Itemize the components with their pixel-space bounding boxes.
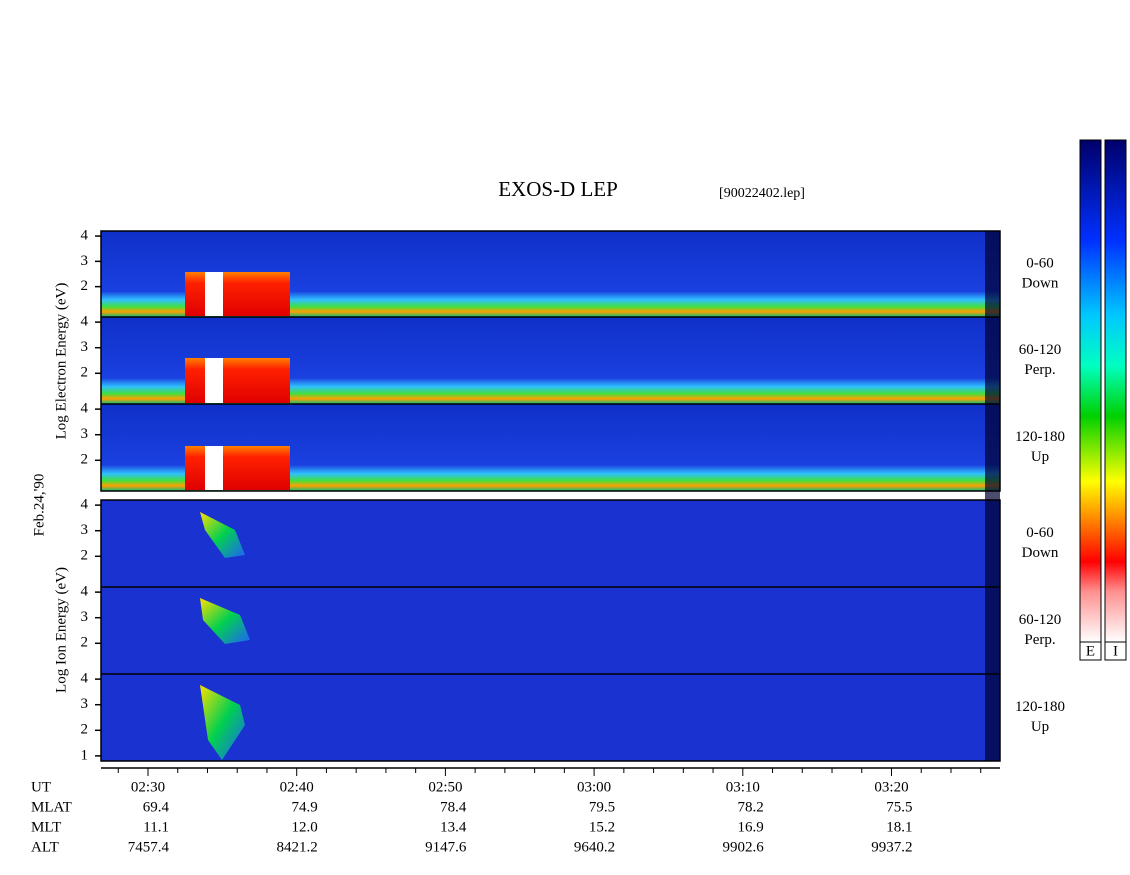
ion-streak	[200, 598, 250, 644]
row-label: MLAT	[31, 799, 72, 815]
electron-axis-label: Log Electron Energy (eV)	[53, 283, 69, 440]
ion-background	[101, 500, 1000, 761]
ion-streak	[200, 685, 245, 760]
row-value: 15.2	[589, 819, 615, 835]
frame	[100, 230, 1001, 492]
row-value: 11.1	[143, 819, 169, 835]
frame	[100, 499, 1001, 762]
electron-burst-core	[205, 358, 223, 403]
time-tick-label: 03:20	[874, 779, 908, 795]
y-tick-label: 2	[81, 365, 89, 381]
colorbar-label: E	[1086, 643, 1095, 659]
row-label: UT	[31, 779, 51, 795]
row-value: 16.9	[738, 819, 764, 835]
y-tick-label: 2	[81, 452, 89, 468]
direction-label: Down	[1022, 275, 1059, 291]
y-tick-label: 2	[81, 722, 89, 738]
title: EXOS-D LEP	[498, 177, 618, 201]
direction-label: Down	[1022, 545, 1059, 561]
direction-label: Perp.	[1024, 362, 1055, 378]
colorbar-label-box	[1079, 641, 1102, 661]
time-tick-label: 02:30	[131, 779, 165, 795]
electron-burst	[185, 358, 290, 403]
row-value: 74.9	[291, 799, 317, 815]
row-value: 9147.6	[425, 839, 467, 855]
row-value: 69.4	[143, 799, 170, 815]
row-value: 13.4	[440, 819, 467, 835]
y-tick-label: 3	[81, 339, 89, 355]
angle-label: 60-120	[1019, 612, 1062, 628]
angle-label: 0-60	[1026, 525, 1054, 541]
y-tick-label: 4	[81, 497, 89, 513]
row-value: 12.0	[291, 819, 317, 835]
y-tick-label: 3	[81, 696, 89, 712]
row-value: 9937.2	[871, 839, 912, 855]
date: Feb.24,'90	[31, 474, 47, 537]
row-value: 75.5	[886, 799, 912, 815]
time-tick-label: 02:40	[280, 779, 314, 795]
y-tick-label: 2	[81, 635, 89, 651]
direction-label: Perp.	[1024, 632, 1055, 648]
row-value: 9902.6	[723, 839, 765, 855]
time-tick-label: 03:00	[577, 779, 611, 795]
row-label: ALT	[31, 839, 59, 855]
time-tick-label: 02:50	[428, 779, 462, 795]
y-tick-label: 4	[81, 671, 89, 687]
row-value: 7457.4	[128, 839, 170, 855]
ion-axis-label: Log Ion Energy (eV)	[53, 567, 69, 693]
time-tick-label: 03:10	[726, 779, 760, 795]
direction-label: Up	[1031, 449, 1049, 465]
y-tick-label: 3	[81, 253, 89, 269]
spectrograms	[100, 230, 1001, 762]
row-value: 18.1	[886, 819, 912, 835]
electron-burst-core	[205, 446, 223, 490]
y-tick-label: 3	[81, 522, 89, 538]
row-label: MLT	[31, 819, 61, 835]
angle-label: 120-180	[1015, 699, 1065, 715]
row-value: 9640.2	[574, 839, 615, 855]
angle-label: 60-120	[1019, 342, 1062, 358]
direction-label: Up	[1031, 719, 1049, 735]
row-value: 78.2	[738, 799, 764, 815]
colorbars: E I	[1079, 139, 1127, 661]
colorbar	[1079, 139, 1102, 643]
colorbar-label-box	[1104, 641, 1127, 661]
y-tick-label: 2	[81, 278, 89, 294]
y-tick-label: 1	[81, 747, 89, 763]
y-tick-label: 3	[81, 426, 89, 442]
y-tick-label: 4	[81, 584, 89, 600]
angle-label: 120-180	[1015, 429, 1065, 445]
y-tick-label: 4	[81, 314, 89, 330]
electron-burst	[185, 272, 290, 316]
colorbar-label: I	[1113, 643, 1118, 659]
y-tick-label: 2	[81, 548, 89, 564]
colorbar	[1104, 139, 1127, 643]
electron-burst	[185, 446, 290, 490]
y-tick-label: 4	[81, 401, 89, 417]
row-value: 78.4	[440, 799, 467, 815]
ion-streak	[200, 512, 245, 558]
file-name: [90022402.lep]	[719, 186, 805, 201]
y-tick-label: 4	[81, 227, 89, 243]
electron-burst-core	[205, 272, 223, 316]
row-value: 8421.2	[276, 839, 317, 855]
data-edge	[985, 231, 1000, 761]
angle-label: 0-60	[1026, 255, 1054, 271]
y-tick-label: 3	[81, 609, 89, 625]
row-value: 79.5	[589, 799, 615, 815]
